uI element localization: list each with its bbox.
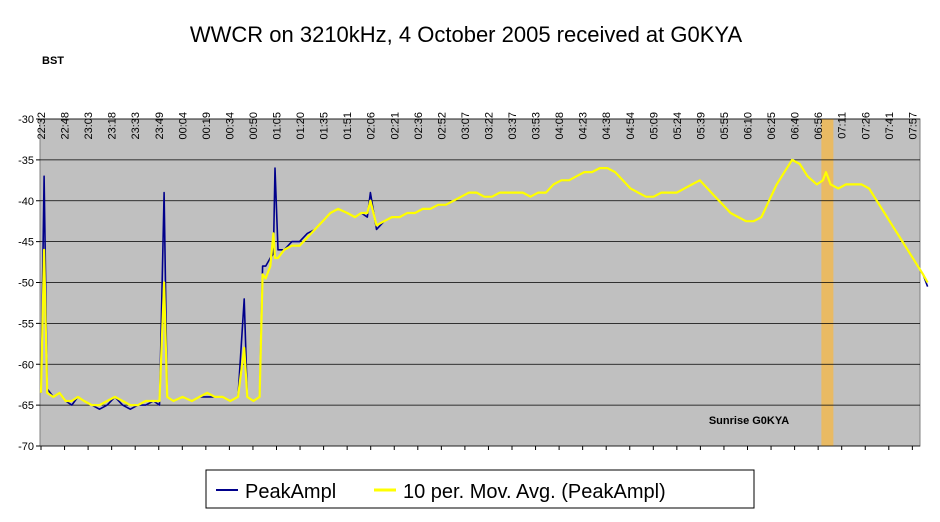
x-tick-label-07-41: 07:41 <box>884 112 896 140</box>
x-tick-label-07-57: 07:57 <box>907 112 919 140</box>
y-tick-label-50: -50 <box>18 278 34 290</box>
x-tick-label-22-48: 22:48 <box>60 112 72 140</box>
y-tick-label-70: -70 <box>18 441 34 453</box>
x-tick-label-23-18: 23:18 <box>107 112 119 140</box>
x-tick-label-07-26: 07:26 <box>860 112 872 140</box>
legend-box <box>205 469 755 509</box>
x-tick-label-01-51: 01:51 <box>342 112 354 140</box>
x-tick-label-23-03: 23:03 <box>83 112 95 140</box>
x-tick-label-02-06: 02:06 <box>366 112 378 140</box>
x-tick-label-03-07: 03:07 <box>460 112 472 140</box>
y-tick-label-65: -65 <box>18 400 34 412</box>
sunrise-annotation: Sunrise G0KYA <box>709 415 789 427</box>
series-line-10-per-mov-avg-peakampl <box>39 158 929 407</box>
x-tick-label-00-50: 00:50 <box>248 112 260 140</box>
x-tick-label-03-37: 03:37 <box>507 112 519 140</box>
x-tick-label-05-09: 05:09 <box>648 112 660 140</box>
x-tick-label-05-39: 05:39 <box>695 112 707 140</box>
x-tick-label-04-23: 04:23 <box>578 112 590 140</box>
x-tick-label-04-38: 04:38 <box>601 112 613 140</box>
x-tick-label-06-40: 06:40 <box>790 112 802 140</box>
legend-label-moving-average: 10 per. Mov. Avg. (PeakAmpl) <box>403 481 666 503</box>
series-group <box>39 158 929 411</box>
x-tick-label-04-08: 04:08 <box>554 112 566 140</box>
x-tick-label-00-34: 00:34 <box>224 112 236 140</box>
x-tick-label-01-35: 01:35 <box>319 112 331 140</box>
x-tick-label-23-49: 23:49 <box>154 112 166 140</box>
x-tick-label-06-56: 06:56 <box>813 112 825 140</box>
x-tick-label-02-52: 02:52 <box>436 112 448 140</box>
y-tick-label-55: -55 <box>18 318 34 330</box>
y-tick-label-60: -60 <box>18 359 34 371</box>
x-tick-label-07-11: 07:11 <box>837 112 849 139</box>
x-tick-label-01-20: 01:20 <box>295 112 307 140</box>
x-tick-label-06-10: 06:10 <box>743 112 755 140</box>
x-tick-label-05-24: 05:24 <box>672 112 684 140</box>
x-tick-label-01-05: 01:05 <box>272 112 284 140</box>
x-tick-label-00-19: 00:19 <box>201 112 213 140</box>
x-tick-label-23-33: 23:33 <box>130 112 142 140</box>
legend: PeakAmpl 10 per. Mov. Avg. (PeakAmpl) <box>205 469 755 509</box>
y-tick-label-35: -35 <box>18 155 34 167</box>
x-tick-label-03-53: 03:53 <box>531 112 543 140</box>
legend-label-peakampl: PeakAmpl <box>245 481 336 503</box>
y-tick-label-40: -40 <box>18 196 34 208</box>
x-tick-label-03-22: 03:22 <box>483 112 495 140</box>
y-tick-label-30: -30 <box>18 114 34 126</box>
x-tick-label-05-55: 05:55 <box>719 112 731 140</box>
x-tick-label-02-21: 02:21 <box>389 112 401 140</box>
y-axis-group: -30 -35 -40 -45 -50 -55 -60 -65 -70 <box>18 114 40 453</box>
x-axis-group: 22:32 22:48 23:03 23:18 23:33 23:49 00:04 00:19… <box>36 112 919 450</box>
x-tick-label-22-32: 22:32 <box>36 112 48 140</box>
x-tick-label-02-36: 02:36 <box>413 112 425 140</box>
x-axis-title: BST <box>42 55 64 67</box>
chart-title: WWCR on 3210kHz, 4 October 2005 received… <box>190 22 743 47</box>
x-tick-label-00-04: 00:04 <box>177 112 189 140</box>
y-tick-label-45: -45 <box>18 237 34 249</box>
gridlines-group <box>40 118 920 447</box>
x-tick-label-04-54: 04:54 <box>625 112 637 140</box>
x-tick-label-06-25: 06:25 <box>766 112 778 140</box>
